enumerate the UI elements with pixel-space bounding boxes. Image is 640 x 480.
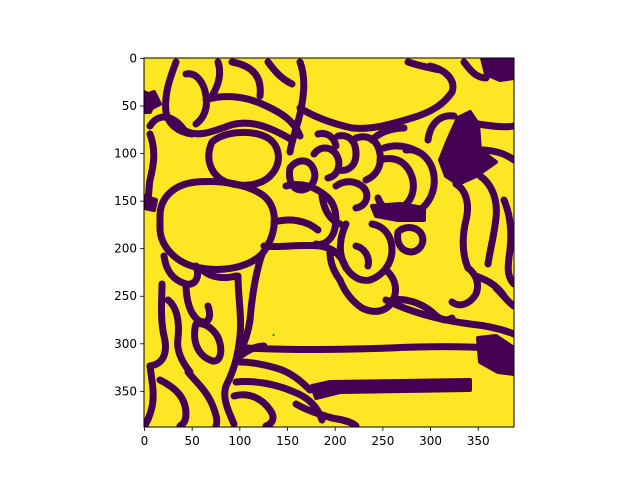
cell-boundary (184, 368, 221, 427)
cell-boundary (332, 178, 371, 212)
cell-boundary (402, 146, 438, 214)
cell-boundary (394, 224, 427, 256)
cell-boundary (460, 58, 490, 82)
x-tick-label: 150 (276, 434, 299, 448)
cell-boundary (318, 192, 344, 228)
dark-blob-bottom-bar (310, 378, 472, 400)
cell-boundary (164, 296, 194, 376)
cell-boundary (366, 220, 396, 284)
cell-boundary (374, 155, 417, 214)
y-tick-label: 350 (114, 384, 137, 398)
cell-boundary (236, 250, 266, 356)
axes-frame (143, 57, 515, 428)
cell-boundary (314, 130, 340, 150)
cell-boundary (336, 220, 374, 284)
cell-boundary (336, 268, 399, 315)
y-tick-label: 50 (122, 99, 137, 113)
cell-boundary (230, 391, 277, 427)
y-tick-label: 300 (114, 337, 137, 351)
x-tick-label: 0 (141, 434, 149, 448)
cell-boundary (452, 180, 472, 272)
y-tick-label: 150 (114, 194, 137, 208)
cell-boundary (236, 358, 314, 394)
cell-boundary (156, 178, 278, 273)
cell-boundary (196, 264, 240, 282)
cell-boundary (286, 58, 308, 156)
cell-boundary (286, 157, 319, 194)
cell-boundary (264, 58, 296, 88)
y-axis-ticks: 0 50 100 150 200 250 300 350 (114, 51, 144, 398)
cell-boundary (296, 88, 456, 132)
x-tick-label: 50 (185, 434, 200, 448)
cell-boundary (500, 196, 514, 288)
cell-boundary (236, 342, 268, 360)
cell-boundary (492, 284, 514, 310)
cell-boundary (334, 132, 360, 174)
x-tick-label: 300 (419, 434, 442, 448)
y-tick-label: 200 (114, 242, 137, 256)
cell-boundaries (144, 58, 514, 427)
cell-boundary (404, 58, 444, 74)
segmentation-image (144, 58, 514, 427)
cell-boundary (270, 216, 322, 234)
cell-boundary (162, 58, 196, 138)
cell-boundary (476, 146, 514, 164)
cell-boundary (182, 280, 214, 326)
dark-blob-left-top (144, 90, 162, 110)
cell-boundary (144, 362, 157, 427)
cell-boundary (476, 172, 500, 268)
x-tick-label: 100 (228, 434, 251, 448)
cell-boundary (191, 320, 225, 365)
cell-boundary (388, 296, 456, 324)
cell-boundary (382, 296, 514, 338)
cell-boundary (352, 242, 372, 270)
cell-boundary (292, 400, 360, 427)
cell-boundary (474, 120, 514, 131)
cell-boundary (310, 144, 343, 182)
cell-boundary (368, 124, 408, 144)
dark-blob-top-right (480, 58, 514, 82)
x-tick-label: 250 (371, 434, 394, 448)
y-tick-label: 250 (114, 289, 137, 303)
cell-boundary (146, 280, 169, 370)
cell-boundary (242, 343, 494, 353)
cell-boundary (144, 130, 158, 210)
y-tick-label: 0 (129, 51, 137, 65)
cell-boundary (208, 58, 224, 100)
cell-boundary (352, 133, 384, 184)
x-tick-label: 350 (467, 434, 490, 448)
cell-boundary (424, 112, 458, 144)
cell-boundary (228, 58, 264, 100)
speckle (272, 333, 275, 337)
cell-boundary (202, 93, 304, 140)
cell-boundary (156, 376, 190, 427)
dark-blob-upper-right (438, 110, 498, 186)
y-tick-label: 100 (114, 147, 137, 161)
x-axis-ticks: 0 50 100 150 200 250 300 350 (141, 427, 490, 448)
x-tick-label: 200 (324, 434, 347, 448)
cell-boundary (182, 70, 210, 128)
cell-boundary (205, 129, 282, 189)
cell-boundary (221, 272, 245, 427)
